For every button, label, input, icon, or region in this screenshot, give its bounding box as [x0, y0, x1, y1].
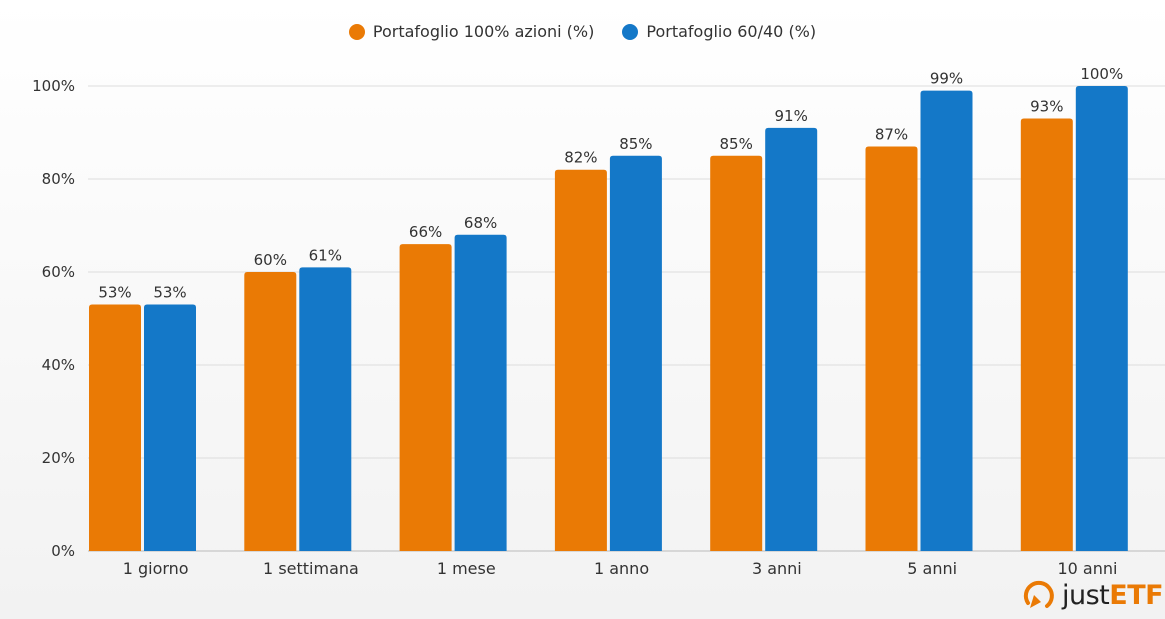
data-label: 53% [98, 284, 131, 302]
bar [710, 155, 763, 551]
bar [454, 234, 507, 552]
bar [244, 272, 297, 551]
data-label: 93% [1030, 98, 1063, 116]
legend: Portafoglio 100% azioni (%) Portafoglio … [0, 22, 1165, 41]
x-tick-label: 3 anni [752, 559, 802, 578]
y-tick-label: 20% [42, 449, 75, 467]
bar [920, 90, 973, 552]
bar [299, 267, 352, 551]
data-label: 60% [254, 251, 287, 269]
x-tick-label: 1 giorno [123, 559, 189, 578]
data-label: 53% [153, 284, 186, 302]
legend-swatch-orange [348, 23, 365, 40]
data-label: 61% [309, 246, 342, 264]
data-label: 68% [464, 214, 497, 232]
bar [865, 146, 918, 551]
legend-label: Portafoglio 60/40 (%) [646, 22, 817, 41]
justetf-logo: justETF [1022, 578, 1164, 612]
y-tick-label: 40% [42, 356, 75, 374]
bar [765, 127, 818, 551]
data-label: 91% [775, 107, 808, 125]
data-label: 85% [720, 135, 753, 153]
data-label: 100% [1080, 65, 1123, 83]
legend-swatch-blue [622, 23, 639, 40]
x-tick-label: 10 anni [1057, 559, 1117, 578]
bar [399, 244, 452, 551]
legend-item-60-40[interactable]: Portafoglio 60/40 (%) [622, 22, 816, 41]
data-label: 85% [619, 135, 652, 153]
x-tick-label: 1 anno [594, 559, 649, 578]
y-tick-label: 100% [32, 77, 75, 95]
y-tick-label: 80% [42, 170, 75, 188]
bar [554, 169, 607, 551]
x-tick-label: 1 settimana [263, 559, 359, 578]
data-label: 87% [875, 125, 908, 143]
bar [1075, 86, 1128, 551]
x-tick-label: 1 mese [437, 559, 496, 578]
logo-gauge-icon [1023, 580, 1054, 608]
y-tick-label: 0% [51, 542, 75, 560]
legend-label: Portafoglio 100% azioni (%) [372, 22, 595, 41]
bar [89, 304, 141, 551]
bar [144, 304, 196, 551]
y-tick-label: 60% [42, 263, 75, 281]
bar [1020, 118, 1073, 552]
data-label: 82% [564, 149, 597, 167]
x-tick-label: 5 anni [907, 559, 957, 578]
legend-item-100-azioni[interactable]: Portafoglio 100% azioni (%) [348, 22, 595, 41]
bar [609, 155, 662, 551]
data-label: 66% [409, 223, 442, 241]
logo-text: justETF [1062, 579, 1164, 611]
data-label: 99% [930, 70, 963, 88]
